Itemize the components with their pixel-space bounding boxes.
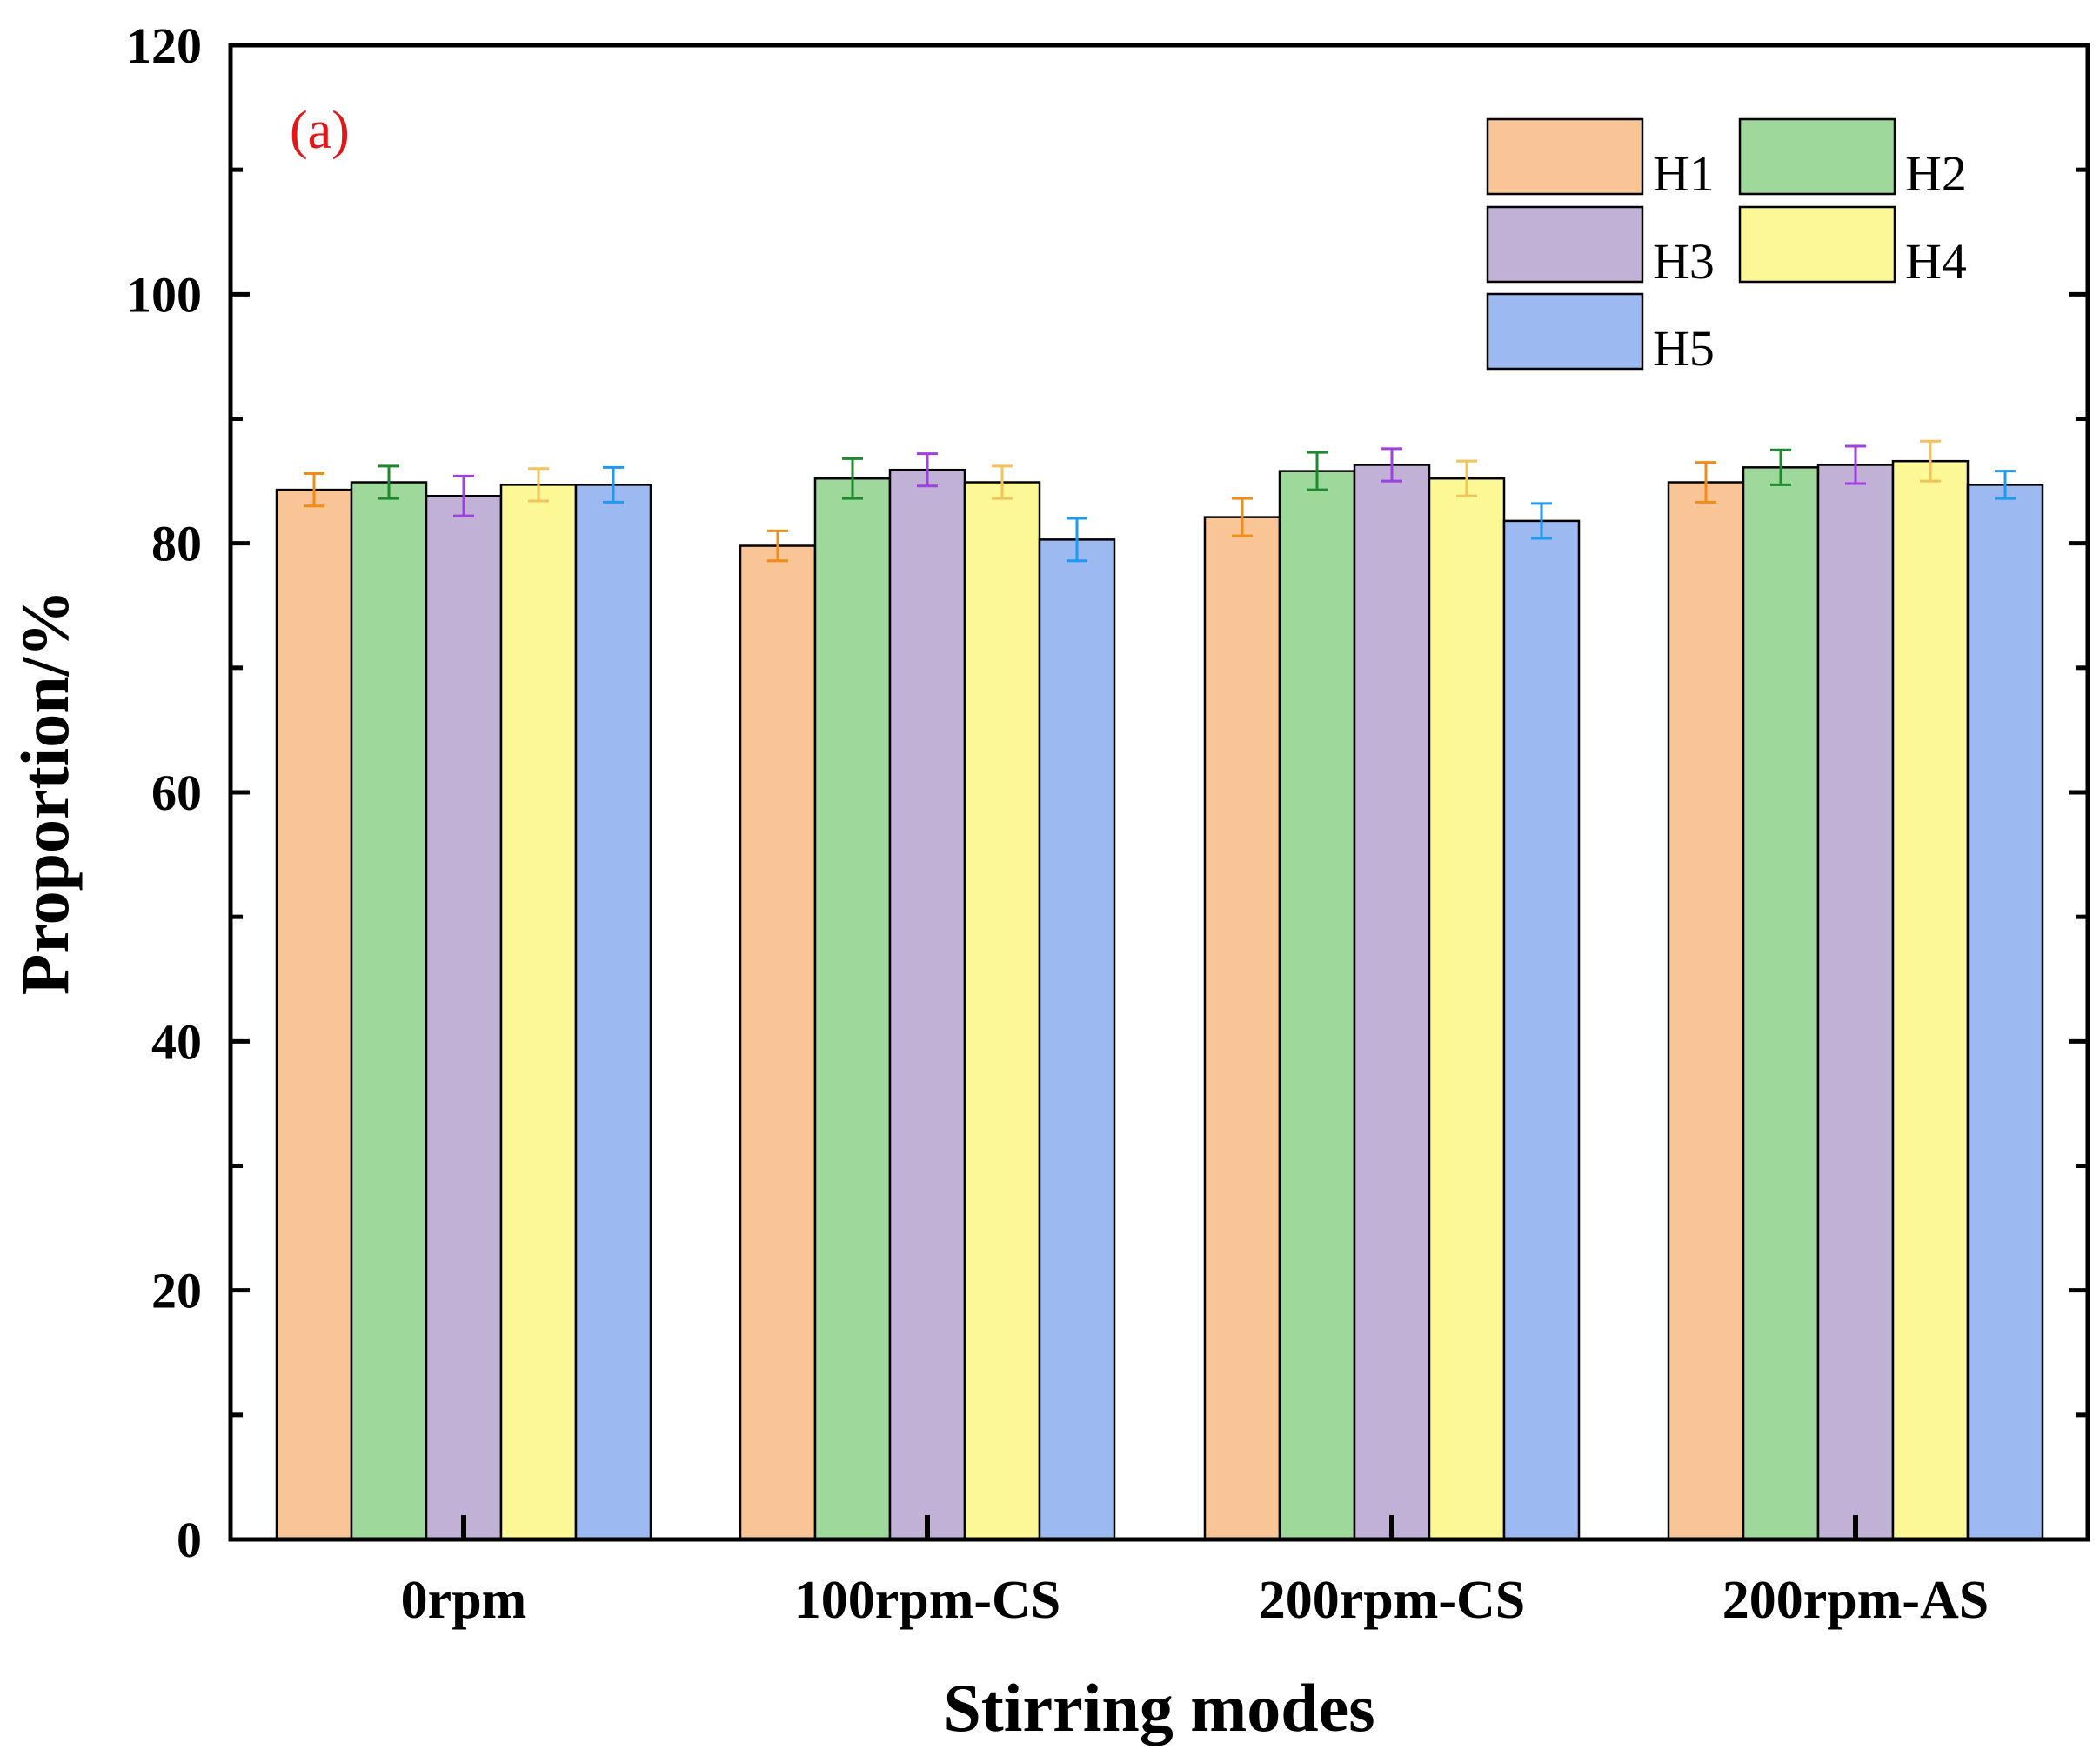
legend-label: H2 <box>1905 145 1967 202</box>
y-tick-label: 60 <box>151 764 202 821</box>
error-bar-h5-3 <box>1995 470 2016 500</box>
bar-h2-3 <box>1742 466 1820 1541</box>
error-bar-h4-0 <box>528 467 549 503</box>
legend-label: H1 <box>1653 145 1715 202</box>
legend-swatch <box>1486 205 1644 284</box>
legend-item-h3: H3 <box>1486 205 1715 290</box>
legend-swatch <box>1738 117 1896 196</box>
legend: H1 H2 H3 H4 H5 <box>1486 117 1967 377</box>
error-bar-h4-1 <box>992 464 1013 500</box>
bar-h2-0 <box>350 481 428 1541</box>
legend-label: H3 <box>1653 233 1715 290</box>
error-bar-h1-1 <box>767 529 788 563</box>
bar-h1-2 <box>1203 516 1281 1541</box>
legend-item-h5: H5 <box>1486 292 1715 377</box>
error-bars-layer <box>304 439 2016 563</box>
bar-h5-3 <box>1966 484 2044 1541</box>
legend-label: H4 <box>1905 233 1967 290</box>
x-tick-label: 0rpm <box>401 1571 527 1630</box>
bar-h4-1 <box>963 481 1041 1541</box>
bar-h5-0 <box>574 484 652 1541</box>
legend-item-h1: H1 <box>1486 117 1715 202</box>
error-bar-h1-0 <box>304 471 324 508</box>
bar-h1-1 <box>739 544 817 1541</box>
error-bar-h4-2 <box>1456 459 1477 497</box>
legend-swatch <box>1738 205 1896 284</box>
x-tick-label: 100rpm-CS <box>794 1571 1061 1630</box>
error-bar-h3-0 <box>453 474 474 517</box>
legend-swatch <box>1486 117 1644 196</box>
bar-h3-3 <box>1816 464 1895 1541</box>
bar-h5-1 <box>1038 538 1116 1541</box>
y-tick-label: 0 <box>177 1512 202 1568</box>
error-bar-h5-1 <box>1067 517 1087 563</box>
error-bar-h5-0 <box>603 465 624 504</box>
error-bar-h5-2 <box>1531 502 1552 540</box>
error-bar-h3-3 <box>1845 444 1866 485</box>
legend-item-h4: H4 <box>1738 205 1967 290</box>
bar-h5-2 <box>1502 519 1581 1541</box>
y-axis-title: Proportion/% <box>7 590 83 996</box>
x-tick-label: 200rpm-AS <box>1722 1571 1990 1630</box>
legend-item-h2: H2 <box>1738 117 1967 202</box>
x-axis-title: Stirring modes <box>943 1670 1374 1746</box>
error-bar-h3-2 <box>1381 447 1402 483</box>
ticks-layer <box>231 43 2088 1542</box>
bar-h4-3 <box>1891 459 1970 1541</box>
error-bar-h2-0 <box>378 464 399 500</box>
y-tick-label: 100 <box>126 266 202 323</box>
y-tick-label: 120 <box>126 17 202 74</box>
bar-h3-2 <box>1353 464 1431 1541</box>
legend-label: H5 <box>1653 320 1715 377</box>
bar-h2-1 <box>813 477 892 1541</box>
bars-layer <box>275 459 2044 1541</box>
bar-h4-2 <box>1428 477 1506 1541</box>
error-bar-h1-2 <box>1232 497 1253 537</box>
bar-h4-0 <box>499 484 578 1541</box>
error-bar-h4-3 <box>1920 439 1941 483</box>
bar-h1-3 <box>1667 481 1745 1541</box>
x-tick-label: 200rpm-CS <box>1259 1571 1526 1630</box>
error-bar-h3-1 <box>917 452 938 488</box>
y-tick-label: 40 <box>151 1013 202 1070</box>
error-bar-h2-1 <box>842 457 863 500</box>
labels-layer: 0rpm 100rpm-CS 200rpm-CS 200rpm-AS 0 20 40 60 80… <box>126 17 1989 1630</box>
bar-h3-1 <box>888 468 966 1541</box>
bar-h3-0 <box>425 495 503 1541</box>
panel-label: (a) <box>290 101 350 160</box>
y-tick-label: 80 <box>151 516 202 572</box>
error-bar-h2-2 <box>1307 451 1328 491</box>
error-bar-h1-3 <box>1695 461 1716 504</box>
bar-h2-2 <box>1278 470 1356 1541</box>
legend-swatch <box>1486 292 1644 371</box>
error-bar-h2-3 <box>1770 448 1791 486</box>
bar-h1-0 <box>275 488 353 1541</box>
y-tick-label: 20 <box>151 1263 202 1319</box>
